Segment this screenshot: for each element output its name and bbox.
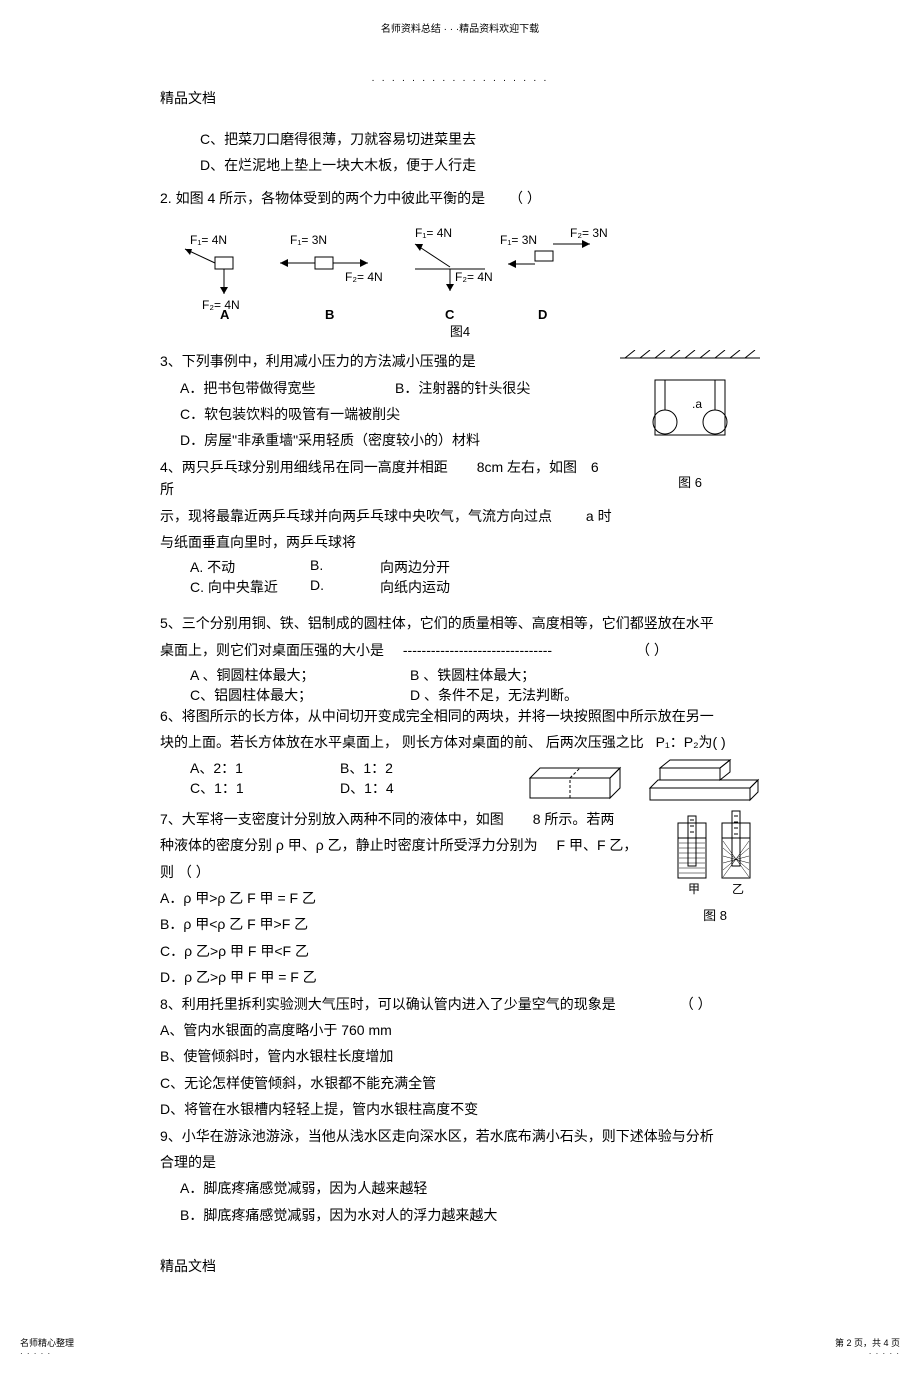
q4-line1-val: 8cm 左右，如图 bbox=[477, 459, 577, 475]
figure-6: .a 图 6 bbox=[620, 350, 760, 491]
footer-right-text: 第 2 页，共 4 页 bbox=[835, 1336, 900, 1349]
q8-paren: （ ） bbox=[680, 996, 712, 1012]
q5-line1: 5、三个分别用铜、铁、铝制成的圆柱体，它们的质量相等、高度相等，它们都竖放在水平 bbox=[160, 612, 760, 634]
figure-8: 甲 乙 图 8 bbox=[670, 808, 760, 924]
q4-line3: 与纸面垂直向里时，两乒乓球将 bbox=[160, 531, 760, 553]
q8-a: A、管内水银面的高度略小于 760 mm bbox=[160, 1019, 760, 1041]
q8-stem: 8、利用托里拆利实验测大气压时，可以确认管内进入了少量空气的现象是 bbox=[160, 996, 616, 1012]
fig8-caption: 图 8 bbox=[670, 905, 760, 924]
fig4-caption: 图4 bbox=[160, 321, 760, 340]
figure-4: F₁= 4N F₂= 4N A F₁= 3N F₂= 4N B F₁= 4N F… bbox=[160, 219, 760, 340]
fig6-caption: 图 6 bbox=[620, 472, 760, 491]
q6-d: D、1：4 bbox=[340, 778, 394, 798]
svg-text:F₁= 4N: F₁= 4N bbox=[415, 226, 452, 240]
q5-c: C、铝圆柱体最大； bbox=[190, 685, 410, 705]
q9-a: A．脚底疼痛感觉减弱，因为人越来越轻 bbox=[180, 1177, 760, 1199]
svg-text:A: A bbox=[220, 307, 230, 319]
q1-option-d: D、在烂泥地上垫上一块大木板，便于人行走 bbox=[200, 154, 760, 176]
header-title: 名师资料总结 · · ·精品资料欢迎下载 bbox=[0, 20, 920, 35]
q6-c: C、1：1 bbox=[190, 778, 340, 798]
q8-b: B、使管倾斜时，管内水银柱长度增加 bbox=[160, 1045, 760, 1067]
q4-line1: 4、两只乒乓球分别用细线吊在同一高度并相距 bbox=[160, 459, 448, 475]
q3-b: B．注射器的针头很尖 bbox=[395, 377, 610, 399]
q7-d: D．ρ 乙>ρ 甲 F 甲 = F 乙 bbox=[160, 966, 760, 988]
q4-line2-val: a 时 bbox=[586, 508, 612, 524]
q4-a: A. 不动 bbox=[190, 557, 310, 577]
fig4-a-f1: F₁= 4N bbox=[190, 233, 227, 247]
q7-line2-val: F 甲、F 乙， bbox=[557, 837, 638, 853]
q6-a: A、2：1 bbox=[190, 758, 340, 778]
footer-left-dots: · · · · · bbox=[20, 1349, 74, 1358]
svg-text:B: B bbox=[325, 307, 334, 319]
q2-stem: 2. 如图 4 所示，各物体受到的两个力中彼此平衡的是 bbox=[160, 190, 485, 206]
section-label-top: 精品文档 bbox=[160, 88, 760, 108]
svg-text:F₂= 3N: F₂= 3N bbox=[570, 226, 608, 240]
q7-line1: 7、大军将一支密度计分别放入两种不同的液体中，如图 bbox=[160, 811, 504, 827]
svg-text:F₁= 3N: F₁= 3N bbox=[290, 233, 327, 247]
q4-d-text: 向纸内运动 bbox=[380, 577, 450, 597]
footer-left-text: 名师精心整理 bbox=[20, 1336, 74, 1349]
svg-text:D: D bbox=[538, 307, 547, 319]
q4-line2: 示，现将最靠近两乒乓球并向两乒乓球中央吹气，气流方向过点 bbox=[160, 508, 552, 524]
svg-text:乙: 乙 bbox=[732, 882, 744, 896]
q8-c: C、无论怎样使管倾斜，水银都不能充满全管 bbox=[160, 1072, 760, 1094]
q4-c: C. 向中央靠近 bbox=[190, 577, 310, 597]
q4-b: B. bbox=[310, 557, 380, 577]
section-label-bottom: 精品文档 bbox=[160, 1256, 760, 1276]
q7-line1-val: 8 所示。若两 bbox=[533, 811, 615, 827]
q5-dashes: -------------------------------- bbox=[403, 642, 552, 658]
header-dots: · · · · · · · · · · · · · · · · · · bbox=[0, 75, 920, 86]
q5-paren: （ ） bbox=[636, 642, 668, 658]
q9-line2: 合理的是 bbox=[160, 1151, 760, 1173]
svg-text:F₂= 4N: F₂= 4N bbox=[455, 270, 493, 284]
q5-line2: 桌面上，则它们对桌面压强的大小是 bbox=[160, 642, 384, 658]
q1-option-c: C、把菜刀口磨得很薄，刀就容易切进菜里去 bbox=[200, 128, 760, 150]
q9-line1: 9、小华在游泳池游泳，当他从浅水区走向深水区，若水底布满小石头，则下述体验与分析 bbox=[160, 1125, 760, 1147]
svg-text:F₂= 4N: F₂= 4N bbox=[345, 270, 383, 284]
q6-line1: 6、将图所示的长方体，从中间切开变成完全相同的两块，并将一块按照图中所示放在另一 bbox=[160, 705, 760, 727]
q3-a: A．把书包带做得宽些 bbox=[180, 377, 395, 399]
q5-b: B 、铁圆柱体最大； bbox=[410, 665, 535, 685]
q8-d: D、将管在水银槽内轻轻上提，管内水银柱高度不变 bbox=[160, 1098, 760, 1120]
q6-ratio: P₁：P₂为( ) bbox=[656, 734, 726, 750]
q5-d: D 、条件不足，无法判断。 bbox=[410, 685, 578, 705]
q4-d: D. bbox=[310, 577, 380, 597]
q6-b: B、1：2 bbox=[340, 758, 393, 778]
svg-text:F₁= 3N: F₁= 3N bbox=[500, 233, 537, 247]
q4-b-text: 向两边分开 bbox=[380, 557, 450, 577]
svg-text:C: C bbox=[445, 307, 455, 319]
q7-c: C．ρ 乙>ρ 甲 F 甲<F 乙 bbox=[160, 940, 760, 962]
footer-right-dots: · · · · · bbox=[835, 1349, 900, 1358]
svg-text:.a: .a bbox=[692, 397, 702, 411]
svg-text:甲: 甲 bbox=[688, 882, 700, 896]
q5-a: A 、铜圆柱体最大； bbox=[190, 665, 410, 685]
q6-line2: 块的上面。若长方体放在水平桌面上， 则长方体对桌面的前、 后两次压强之比 bbox=[160, 734, 644, 750]
q2-paren: （ ） bbox=[509, 190, 541, 206]
q7-line2: 种液体的密度分别 ρ 甲、ρ 乙，静止时密度计所受浮力分别为 bbox=[160, 837, 538, 853]
figure-cuboid bbox=[520, 758, 760, 808]
q9-b: B．脚底疼痛感觉减弱，因为水对人的浮力越来越大 bbox=[180, 1204, 760, 1226]
